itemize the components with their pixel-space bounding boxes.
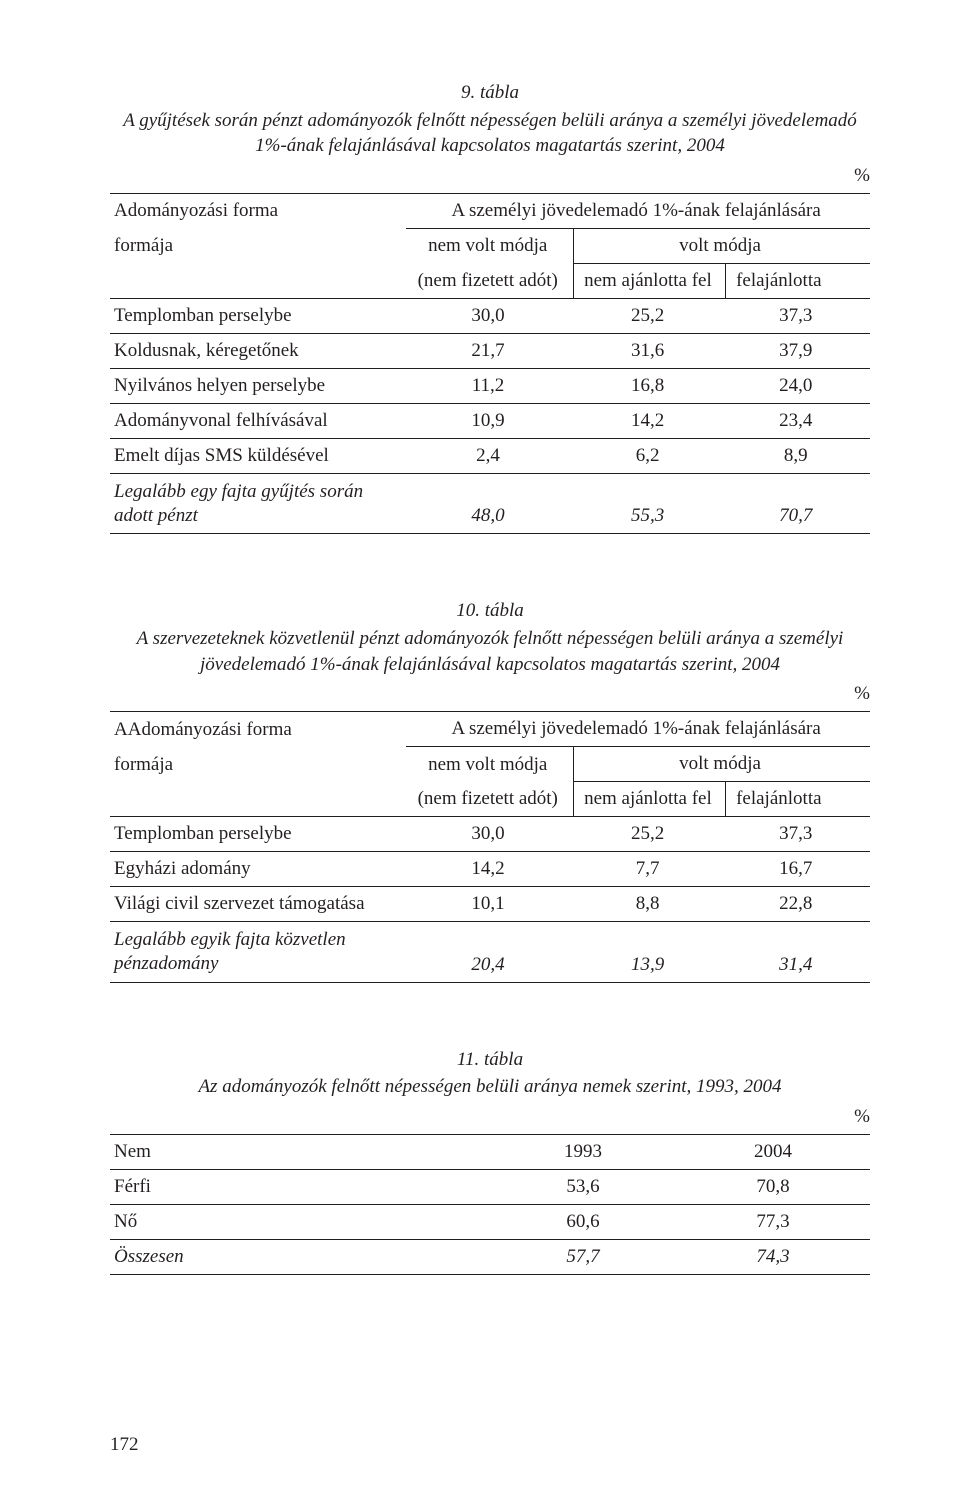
table10-caption-text: A szervezeteknek közvetlenül pénzt adomá… <box>137 628 844 675</box>
table11-caption-num: 11. tábla <box>110 1047 870 1073</box>
t9-row-val: 25,2 <box>574 298 726 333</box>
t11-row-label: Nő <box>110 1205 490 1240</box>
t11-head-left: Nem <box>110 1135 490 1170</box>
table11: Nem 1993 2004 Férfi 53,6 70,8 Nő 60,6 77… <box>110 1134 870 1275</box>
t10-head-right-top: A személyi jövedelemadó 1%-ának felajánl… <box>406 712 870 747</box>
t10-head-c1b: (nem fizetett adót) <box>406 782 573 817</box>
t9-head-c1a: nem volt módja <box>406 228 573 263</box>
t10-head-c1a: nem volt módja <box>406 747 573 782</box>
t9-row-val: 30,0 <box>406 298 573 333</box>
table9-unit: % <box>110 165 870 187</box>
t9-row-val: 37,3 <box>726 298 870 333</box>
t9-head-left-2: formája <box>110 228 406 263</box>
t10-head-left-2: formája <box>110 747 406 782</box>
t9-row-label: Emelt díjas SMS küldésével <box>110 438 406 473</box>
t11-total-label: Összesen <box>110 1240 490 1275</box>
t11-row-label: Férfi <box>110 1170 490 1205</box>
t10-head-c23: volt módja <box>574 747 870 782</box>
t11-head-c1: 1993 <box>490 1135 680 1170</box>
t9-row-label: Templomban perselybe <box>110 298 406 333</box>
page: 9. tábla A gyűjtések során pénzt adomány… <box>0 0 960 1496</box>
table11-caption: 11. tábla Az adományozók felnőtt népessé… <box>110 1047 870 1100</box>
table11-caption-text: Az adományozók felnőtt népességen belüli… <box>198 1076 781 1097</box>
table9-caption-text: A gyűjtések során pénzt adományozók feln… <box>123 110 857 157</box>
t9-head-c3: felajánlotta <box>726 263 870 298</box>
t9-head-c23: volt módja <box>574 228 870 263</box>
t9-row-label: Koldusnak, kéregetőnek <box>110 333 406 368</box>
t9-head-c2: nem ajánlotta fel <box>574 263 726 298</box>
page-number: 172 <box>110 1434 139 1456</box>
t11-head-c2: 2004 <box>680 1135 870 1170</box>
table10-caption: 10. tábla A szervezeteknek közvetlenül p… <box>110 598 870 677</box>
t9-total-label: Legalább egy fajta gyűjtés során adott p… <box>110 473 406 534</box>
t10-head-c3: felajánlotta <box>726 782 870 817</box>
table9-caption: 9. tábla A gyűjtések során pénzt adomány… <box>110 80 870 159</box>
t9-head-right-top: A személyi jövedelemadó 1%-ának felajánl… <box>406 193 870 228</box>
table10-caption-num: 10. tábla <box>110 598 870 624</box>
table10: AAdományozási forma A személyi jövedelem… <box>110 711 870 983</box>
table10-unit: % <box>110 683 870 705</box>
t10-row-label: Templomban perselybe <box>110 817 406 852</box>
table11-unit: % <box>110 1106 870 1128</box>
t10-row-label: Egyházi adomány <box>110 852 406 887</box>
t10-head-left-1: AAdományozási forma <box>110 712 406 747</box>
t9-row-label: Adományvonal felhívásával <box>110 403 406 438</box>
t10-head-c2: nem ajánlotta fel <box>574 782 726 817</box>
t10-row-label: Világi civil szervezet támogatása <box>110 887 406 922</box>
table9-caption-num: 9. tábla <box>110 80 870 106</box>
table9: Adományozási forma A személyi jövedelema… <box>110 193 870 535</box>
t9-head-left-1: Adományozási forma <box>110 193 406 228</box>
t9-row-label: Nyilvános helyen perselybe <box>110 368 406 403</box>
t9-head-c1b: (nem fizetett adót) <box>406 263 573 298</box>
t10-total-label: Legalább egyik fajta közvetlen pénzadomá… <box>110 922 406 983</box>
